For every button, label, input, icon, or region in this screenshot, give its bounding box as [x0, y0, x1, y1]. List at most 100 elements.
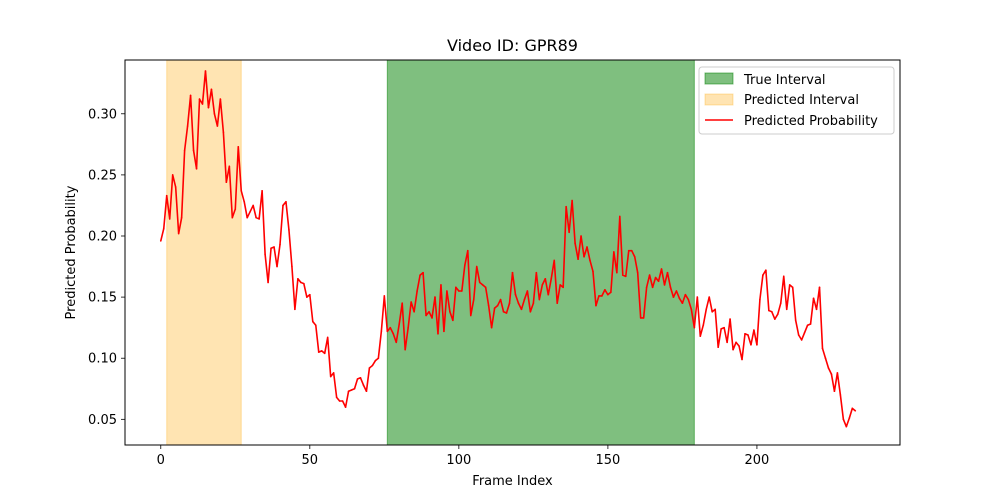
- data-point: [827, 367, 830, 369]
- data-point: [347, 390, 350, 393]
- data-point: [270, 247, 272, 250]
- y-tick-label: 0.10: [88, 352, 117, 367]
- data-point: [389, 326, 392, 329]
- data-point: [297, 277, 299, 280]
- data-point: [282, 204, 284, 207]
- data-point: [592, 270, 594, 273]
- data-point: [186, 125, 189, 127]
- y-tick-label: 0.20: [88, 230, 117, 245]
- data-point: [249, 210, 251, 213]
- data-point: [386, 330, 389, 333]
- data-point: [437, 332, 439, 335]
- predicted-interval-band: [166, 59, 242, 446]
- data-point: [699, 335, 702, 338]
- data-point: [806, 324, 809, 327]
- data-point: [323, 352, 326, 355]
- data-point: [768, 309, 770, 312]
- data-point: [162, 227, 165, 230]
- data-point: [267, 281, 269, 284]
- data-point: [207, 106, 210, 109]
- data-point: [475, 265, 478, 268]
- data-point: [580, 235, 582, 237]
- data-point: [240, 189, 243, 192]
- data-point: [729, 318, 731, 320]
- data-point: [356, 378, 359, 380]
- data-point: [526, 290, 529, 292]
- data-point: [595, 304, 597, 307]
- data-point: [377, 357, 380, 360]
- data-point: [165, 194, 168, 197]
- data-point: [568, 231, 570, 234]
- data-point: [183, 149, 186, 152]
- data-point: [478, 281, 481, 284]
- data-point: [624, 275, 627, 278]
- data-point: [651, 286, 654, 289]
- data-point: [616, 271, 618, 274]
- data-point: [782, 275, 785, 278]
- data-point: [574, 242, 576, 245]
- data-point: [747, 334, 749, 336]
- x-tick-label: 50: [302, 453, 319, 468]
- data-point: [738, 345, 740, 347]
- data-point: [177, 232, 180, 235]
- data-point: [326, 336, 329, 339]
- data-point: [830, 373, 833, 375]
- data-point: [508, 302, 511, 305]
- legend-true-interval-swatch: [704, 72, 734, 85]
- data-point: [464, 264, 466, 267]
- data-point: [225, 181, 228, 184]
- data-point: [416, 290, 418, 292]
- data-point: [359, 376, 362, 379]
- data-point: [383, 295, 386, 297]
- data-point: [216, 125, 219, 127]
- data-point: [711, 310, 714, 313]
- data-point: [279, 243, 281, 246]
- data-point: [499, 298, 502, 301]
- data-point: [520, 308, 523, 311]
- data-point: [821, 347, 824, 350]
- data-point: [198, 98, 201, 100]
- data-point: [171, 174, 174, 176]
- data-point: [535, 271, 538, 274]
- data-point: [812, 297, 815, 300]
- data-point: [669, 286, 672, 289]
- data-point: [425, 314, 427, 317]
- data-point: [544, 277, 547, 280]
- data-point: [720, 328, 722, 330]
- data-point: [735, 341, 737, 344]
- data-point: [180, 216, 183, 219]
- data-point: [553, 259, 556, 262]
- y-tick-label: 0.30: [88, 107, 117, 122]
- data-point: [469, 314, 472, 317]
- data-point: [344, 406, 347, 408]
- data-point: [309, 293, 311, 296]
- data-point: [741, 358, 743, 361]
- data-point: [329, 375, 332, 378]
- data-point: [419, 274, 421, 276]
- data-point: [285, 200, 287, 203]
- data-point: [633, 255, 636, 258]
- data-point: [818, 286, 821, 289]
- data-point: [800, 339, 803, 341]
- data-point: [586, 246, 588, 248]
- data-point: [696, 296, 699, 298]
- data-point: [350, 389, 353, 391]
- data-point: [234, 208, 237, 210]
- data-point: [258, 218, 260, 220]
- data-point: [687, 298, 690, 301]
- data-point: [303, 282, 305, 285]
- data-point: [559, 284, 561, 286]
- data-point: [845, 425, 848, 428]
- data-point: [484, 286, 487, 289]
- data-point: [645, 286, 648, 289]
- data-point: [815, 308, 818, 311]
- data-point: [756, 343, 758, 346]
- data-point: [791, 286, 794, 289]
- data-point: [517, 302, 520, 305]
- y-tick-label: 0.15: [88, 291, 117, 306]
- data-point: [556, 302, 559, 305]
- data-point: [511, 271, 514, 274]
- legend-predicted-probability-label: Predicted Probability: [744, 114, 878, 129]
- legend-box: [698, 66, 895, 135]
- data-point: [744, 332, 746, 335]
